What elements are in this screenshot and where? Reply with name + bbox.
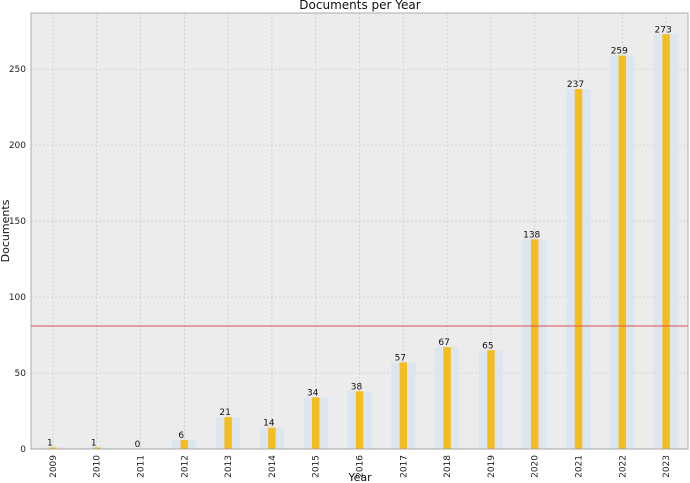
x-tick-label: 2009: [49, 455, 59, 478]
data-label: 65: [482, 341, 493, 351]
x-tick-label: 2022: [618, 455, 628, 478]
x-tick-label: 2015: [312, 455, 322, 478]
data-label: 14: [263, 419, 275, 429]
bar: [92, 447, 101, 449]
bar: [399, 362, 408, 449]
data-label: 67: [438, 338, 449, 348]
data-label: 138: [523, 230, 540, 240]
x-tick-label: 2013: [224, 455, 234, 478]
x-tick-label: 2014: [268, 455, 278, 478]
data-label: 259: [611, 47, 628, 57]
y-tick-label: 100: [9, 293, 26, 303]
chart-title: Documents per Year: [299, 0, 420, 12]
data-label: 0: [135, 440, 141, 450]
x-tick-label: 2023: [662, 455, 672, 478]
grid-lines: [31, 13, 688, 450]
x-tick-label: 2016: [356, 455, 366, 478]
data-label: 237: [567, 80, 584, 90]
data-label: 57: [395, 353, 406, 363]
y-tick-label: 200: [9, 141, 26, 151]
bar: [224, 417, 232, 449]
bar: [311, 397, 320, 449]
bar: [530, 239, 539, 449]
bar: [49, 447, 57, 449]
x-tick-label: 2019: [487, 455, 497, 478]
y-tick-label: 0: [20, 445, 26, 455]
data-label: 34: [307, 388, 319, 398]
x-tick-label: 2012: [180, 455, 190, 478]
bar: [443, 347, 451, 449]
y-tick-label: 50: [15, 369, 27, 379]
data-label: 1: [47, 438, 53, 448]
y-axis-title: Documents: [0, 199, 12, 262]
x-tick-label: 2021: [575, 455, 585, 478]
x-axis-title: Year: [347, 471, 372, 483]
data-label: 6: [178, 431, 184, 441]
data-label: 1: [91, 438, 97, 448]
x-tick-label: 2011: [137, 455, 147, 478]
data-labels: 1 1 0 6 21 14 34 38 57 67 65 138 237 259 273: [47, 25, 672, 450]
y-tick-label: 250: [9, 65, 26, 75]
bars: [40, 34, 679, 450]
x-tick-label: 2010: [93, 455, 103, 478]
bar: [355, 391, 364, 449]
x-tick-label: 2018: [443, 455, 453, 478]
bar: [487, 350, 495, 449]
bar: [268, 427, 276, 449]
x-tick-label: 2017: [399, 455, 409, 478]
bar: [662, 34, 670, 450]
bar: [618, 55, 627, 449]
tick-labels: 0 50 100 150 200 250 2009 2010 2011 2012 2013 2014 2…: [9, 65, 672, 478]
data-label: 273: [655, 25, 672, 35]
data-label: 21: [219, 408, 230, 418]
x-tick-label: 2020: [531, 455, 541, 478]
bar: [180, 439, 189, 449]
plot-frame: [30, 12, 689, 450]
bar: [574, 88, 583, 449]
data-label: 38: [351, 382, 363, 392]
y-tick-label: 150: [9, 217, 26, 227]
